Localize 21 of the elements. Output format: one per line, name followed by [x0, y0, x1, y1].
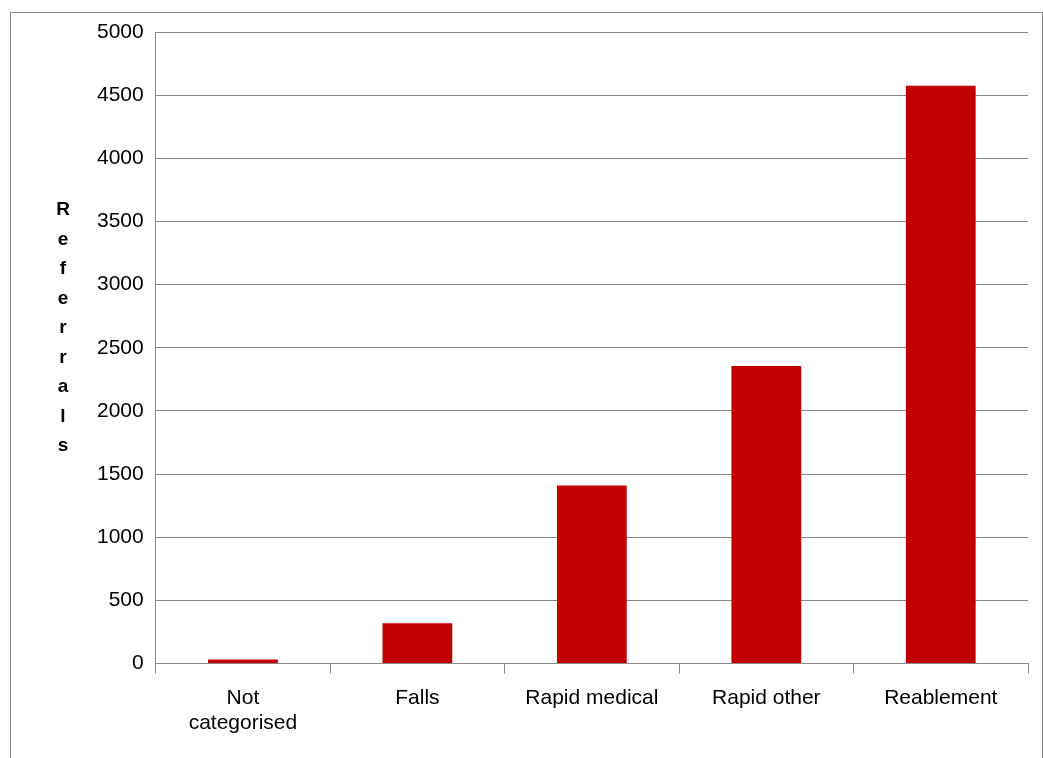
bar — [382, 623, 453, 664]
y-tick-label: 4000 — [97, 145, 144, 169]
x-tick-label: Not categorised — [188, 685, 298, 734]
y-tick-label: 4500 — [97, 81, 144, 105]
y-tick-label: 0 — [132, 650, 144, 674]
x-tick-label: Reablement — [884, 685, 998, 708]
x-tick-label: Falls — [395, 685, 440, 708]
text: Referrals — [56, 198, 70, 456]
x-tick-label: Rapid medical — [525, 685, 659, 708]
y-tick-label: 1000 — [97, 524, 144, 548]
y-tick-label: 500 — [108, 587, 144, 611]
y-tick-label: 2000 — [97, 397, 144, 421]
y-tick-label: 3500 — [97, 208, 144, 232]
bar — [731, 366, 802, 664]
y-tick-label: 2500 — [97, 334, 144, 358]
y-tick-label: 3000 — [97, 271, 144, 295]
bar — [905, 85, 976, 664]
x-tick-label: Rapid other — [712, 685, 821, 708]
y-tick-label: 5000 — [97, 18, 144, 42]
bar — [556, 485, 627, 664]
y-tick-label: 1500 — [97, 460, 144, 484]
